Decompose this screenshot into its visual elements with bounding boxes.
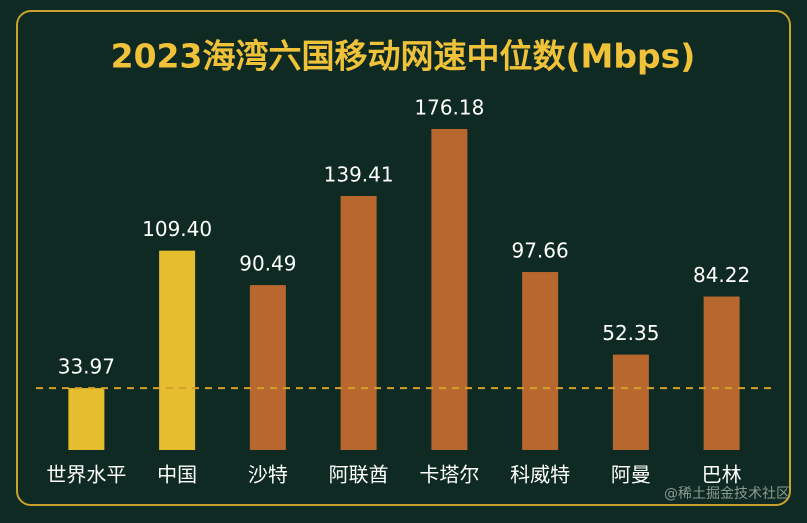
value-label: 33.97	[58, 355, 115, 379]
value-label: 52.35	[602, 321, 659, 345]
chart-title: 2023海湾六国移动网速中位数(Mbps)	[111, 37, 696, 76]
bar	[431, 128, 468, 451]
value-label: 139.41	[324, 162, 394, 186]
x-tick-label: 阿曼	[611, 463, 651, 487]
value-label: 97.66	[511, 239, 568, 263]
bar	[703, 296, 740, 450]
x-tick-label: 卡塔尔	[419, 463, 479, 487]
value-label: 84.22	[693, 263, 750, 287]
bar	[159, 250, 196, 450]
bar	[68, 388, 105, 450]
bar	[340, 195, 377, 450]
bar	[522, 272, 559, 450]
bar	[612, 354, 649, 450]
x-tick-label: 科威特	[510, 463, 570, 487]
x-tick-label: 世界水平	[46, 463, 126, 487]
x-tick-label: 阿联酋	[329, 463, 389, 487]
x-tick-label: 中国	[157, 463, 197, 487]
value-label: 109.40	[142, 217, 212, 241]
frame	[16, 10, 791, 506]
bar	[249, 285, 286, 450]
value-label: 90.49	[239, 252, 296, 276]
watermark: @稀土掘金技术社区	[664, 486, 790, 502]
x-tick-label: 沙特	[248, 463, 288, 487]
x-tick-label: 巴林	[702, 463, 742, 487]
value-label: 176.18	[414, 95, 484, 119]
